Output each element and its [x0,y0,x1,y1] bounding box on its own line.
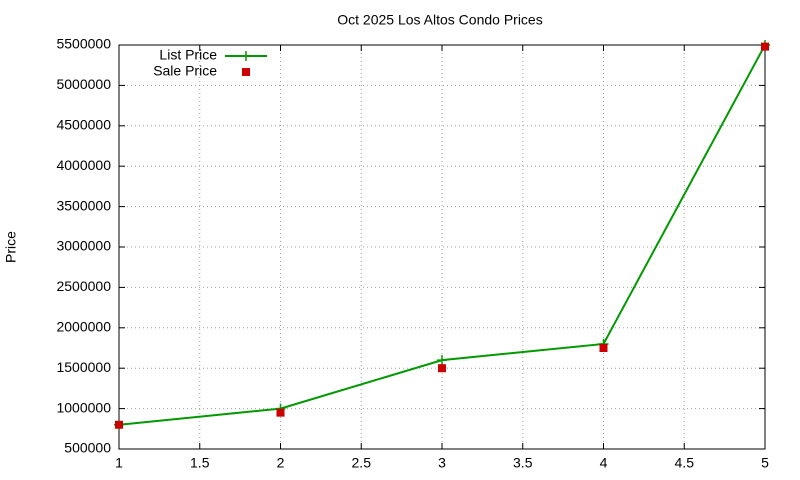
x-tick-label: 5 [761,455,769,471]
y-tick-label: 2500000 [56,278,111,294]
point [115,420,123,429]
x-tick-label: 1 [115,455,123,471]
y-axis-label: Price [3,231,19,263]
point [599,344,608,352]
y-tick-label: 5500000 [56,36,111,52]
y-tick-label: 1000000 [56,399,111,415]
y-tick-label: 1500000 [56,359,111,375]
y-tick-label: 3000000 [56,238,111,254]
y-tick-label: 4000000 [56,157,111,173]
y-tick-label: 5000000 [56,76,111,92]
point [437,355,447,366]
x-tick-label: 3.5 [513,455,533,471]
legend-swatch [242,68,250,76]
legend-label: List Price [159,47,217,63]
x-tick-label: 2.5 [352,455,372,471]
legend-label: Sale Price [153,63,217,79]
x-tick-label: 4.5 [675,455,695,471]
x-tick-label: 1.5 [190,455,210,471]
y-tick-label: 2000000 [56,319,111,335]
x-tick-label: 4 [600,455,608,471]
point [438,364,446,373]
legend-swatch [241,51,251,61]
y-tick-label: 3500000 [56,197,111,213]
x-tick-label: 3 [438,455,446,471]
y-tick-label: 500000 [64,440,111,456]
point [276,408,285,417]
chart-title: Oct 2025 Los Altos Condo Prices [337,12,542,28]
point [761,42,769,51]
plot-frame [118,44,766,450]
x-tick-label: 2 [277,455,285,471]
y-tick-label: 4500000 [56,117,111,133]
